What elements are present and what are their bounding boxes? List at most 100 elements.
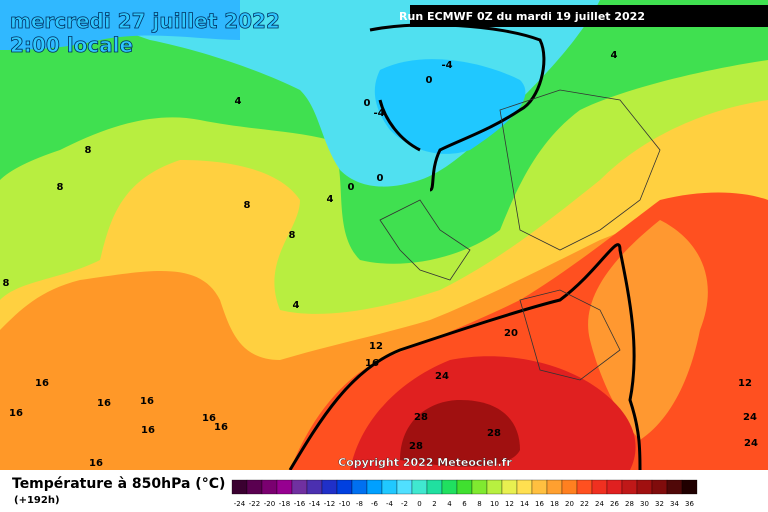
- contour-label: 24: [435, 371, 449, 382]
- scale-swatch: [276, 479, 293, 495]
- contour-label: 4: [611, 50, 618, 61]
- scale-swatch: [606, 479, 623, 495]
- scale-label: -18: [279, 500, 290, 508]
- contour-label: 4: [293, 300, 300, 311]
- scale-label: 8: [477, 500, 481, 508]
- contour-label: 24: [744, 438, 758, 449]
- warm-pocket: [588, 220, 708, 440]
- contour-label: 16: [89, 458, 103, 469]
- scale-label: 2: [432, 500, 436, 508]
- contour-label: 28: [409, 441, 423, 452]
- contour-label: 16: [97, 398, 111, 409]
- scale-label: -4: [386, 500, 394, 508]
- scale-label: -2: [401, 500, 408, 508]
- contour-label: 12: [738, 378, 752, 389]
- scale-label: 4: [447, 500, 452, 508]
- contour-label: 8: [244, 200, 251, 211]
- scale-swatch: [366, 479, 383, 495]
- scale-label: -16: [294, 500, 306, 508]
- scale-label: 30: [640, 500, 649, 508]
- contour-label: 0: [377, 173, 384, 184]
- scale-swatch: [621, 479, 638, 495]
- contour-label: 0: [364, 98, 371, 109]
- contour-label: 8: [3, 278, 10, 289]
- scale-swatch: [561, 479, 578, 495]
- scale-swatch: [351, 479, 368, 495]
- contour-label: 16: [365, 358, 379, 369]
- scale-swatch: [396, 479, 413, 495]
- contour-label: 16: [141, 425, 155, 436]
- scale-label: 24: [595, 500, 604, 508]
- scale-swatch: [381, 479, 398, 495]
- scale-label: 12: [505, 500, 514, 508]
- contour-label: 16: [140, 396, 154, 407]
- contour-label: 8: [85, 145, 92, 156]
- scale-label: 22: [580, 500, 589, 508]
- scale-label: -12: [324, 500, 335, 508]
- scale-label: -8: [356, 500, 363, 508]
- map: Run ECMWF 0Z du mardi 19 juillet 2022 me…: [0, 0, 768, 471]
- contour-label: 8: [289, 230, 296, 241]
- scale-swatch: [636, 479, 653, 495]
- copyright: Copyright 2022 Meteociel.fr: [338, 456, 512, 469]
- scale-swatch: [681, 479, 698, 495]
- scale-swatch: [306, 479, 323, 495]
- contour-label: 0: [426, 75, 433, 86]
- contour-label: 4: [327, 194, 334, 205]
- scale-swatch: [651, 479, 668, 495]
- forecast-time: 2:00 locale: [10, 33, 133, 57]
- scale-swatch: [336, 479, 353, 495]
- scale-swatch: [456, 479, 473, 495]
- contour-label: 16: [9, 408, 23, 419]
- scale-swatch: [231, 479, 248, 495]
- scale-label: 34: [670, 500, 679, 508]
- scale-label: -20: [264, 500, 275, 508]
- contour-label: 12: [369, 341, 383, 352]
- contour-label: 28: [414, 412, 428, 423]
- scale-label: 18: [550, 500, 559, 508]
- scale-swatch: [246, 479, 263, 495]
- scale-label: 20: [565, 500, 574, 508]
- scale-swatch: [291, 479, 308, 495]
- scale-label: -24: [234, 500, 246, 508]
- scale-label: -22: [249, 500, 260, 508]
- color-scale: -24 -22 -20 -18 -16 -14 -12 -10 -8 -6 -4 -2 0 2 4 6 8 10 1…: [231, 479, 698, 508]
- scale-label: 28: [625, 500, 634, 508]
- contour-label: 16: [202, 413, 216, 424]
- scale-swatch: [441, 479, 458, 495]
- scale-swatch: [591, 479, 608, 495]
- scale-label: 14: [520, 500, 529, 508]
- scale-label: 0: [417, 500, 421, 508]
- scale-label: -14: [309, 500, 321, 508]
- cold-core: [374, 59, 526, 154]
- scale-swatch: [576, 479, 593, 495]
- scale-label: 36: [685, 500, 694, 508]
- scale-label: -6: [371, 500, 379, 508]
- scale-swatch: [501, 479, 518, 495]
- contour-label: 8: [57, 182, 64, 193]
- scale-swatch: [426, 479, 443, 495]
- run-box: [410, 5, 768, 27]
- forecast-date: mercredi 27 juillet 2022: [10, 9, 280, 33]
- scale-label: 26: [610, 500, 619, 508]
- run-info: Run ECMWF 0Z du mardi 19 juillet 2022: [399, 10, 645, 23]
- scale-swatch: [261, 479, 278, 495]
- scale-swatch: [666, 479, 683, 495]
- legend-title: Température à 850hPa (°C): [12, 476, 225, 492]
- scale-label: 16: [535, 500, 544, 508]
- scale-swatch: [411, 479, 428, 495]
- legend-subtitle: (+192h): [14, 495, 60, 506]
- scale-label: 10: [490, 500, 499, 508]
- scale-swatch: [531, 479, 548, 495]
- scale-swatch: [471, 479, 488, 495]
- contour-label: -4: [441, 60, 452, 71]
- scale-swatch: [516, 479, 533, 495]
- scale-swatch: [486, 479, 503, 495]
- hottest-core: [400, 400, 520, 467]
- contour-label: 28: [487, 428, 501, 439]
- scale-label: -10: [339, 500, 350, 508]
- coastlines: [379, 89, 661, 381]
- cold-corner: [0, 0, 240, 50]
